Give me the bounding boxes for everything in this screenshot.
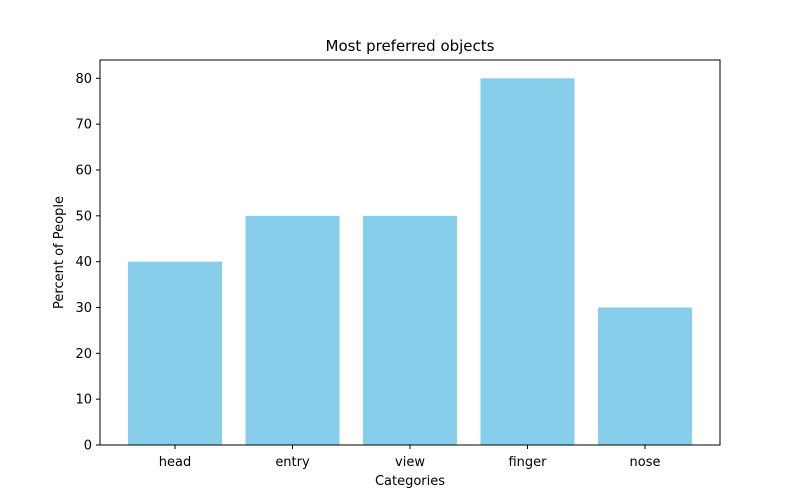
y-tick-label-80: 80 <box>75 72 92 87</box>
x-tick-label-nose: nose <box>630 455 661 470</box>
bar-nose <box>598 307 692 445</box>
y-tick-label-20: 20 <box>75 347 92 362</box>
bar-entry <box>245 215 340 445</box>
plot-area-frame <box>99 59 721 446</box>
y-tick-label-0: 0 <box>84 439 92 454</box>
y-tick-label-30: 30 <box>75 301 92 316</box>
y-tick-label-60: 60 <box>75 164 92 179</box>
bar-head <box>128 261 222 445</box>
x-tick-label-finger: finger <box>508 455 547 470</box>
x-tick-label-head: head <box>159 455 191 470</box>
y-axis-label: Percent of People <box>52 196 67 309</box>
y-tick-label-50: 50 <box>75 209 92 224</box>
y-tick-label-10: 10 <box>75 393 92 408</box>
bar-view <box>363 215 457 445</box>
y-tick-label-40: 40 <box>75 255 92 270</box>
chart-title: Most preferred objects <box>326 37 495 55</box>
x-axis-label: Categories <box>375 474 445 489</box>
bar-finger <box>480 78 575 445</box>
x-tick-label-entry: entry <box>275 455 310 470</box>
y-tick-label-70: 70 <box>75 118 92 133</box>
x-axis-ticks: head entry view finger nose <box>159 445 661 470</box>
y-axis-ticks: 0 10 20 30 40 50 60 70 80 <box>75 72 100 454</box>
x-tick-label-view: view <box>395 455 425 470</box>
bar-group <box>128 78 692 445</box>
